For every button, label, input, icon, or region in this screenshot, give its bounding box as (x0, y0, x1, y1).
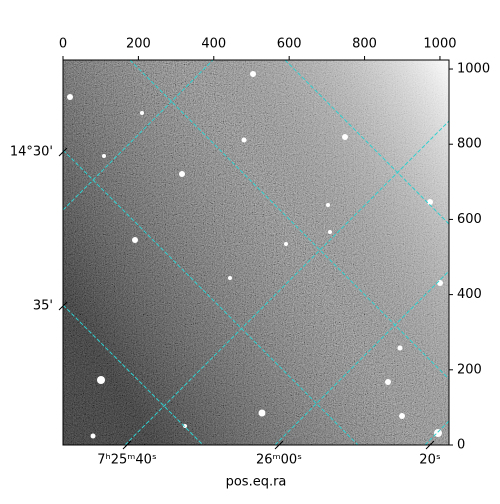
y-tick-label: 200 (457, 362, 482, 377)
stars (67, 71, 443, 439)
ra-label: 26ᵐ00ˢ (256, 453, 302, 468)
x-tick-label: 1000 (423, 37, 456, 52)
y-tick-label: 400 (457, 287, 482, 302)
x-tick-label: 800 (352, 37, 377, 52)
ra-tick (122, 440, 132, 450)
y-tick-label: 600 (457, 212, 482, 227)
y-tick-label: 800 (457, 137, 482, 152)
x-tick-label: 600 (277, 37, 302, 52)
ra-label: 20ˢ (419, 453, 441, 468)
ra-label: 7ʰ25ᵐ40ˢ (97, 453, 157, 468)
dec-label: 35' (33, 299, 53, 314)
dec-tick (58, 301, 68, 311)
coordinate-grid (63, 60, 449, 445)
ra-tick (425, 440, 435, 450)
y-tick-label: 0 (457, 438, 465, 453)
x-tick-label: 200 (126, 37, 151, 52)
x-axis-label: pos.eq.ra (226, 475, 287, 490)
dec-label: 14°30' (10, 145, 53, 160)
ra-tick (274, 440, 284, 450)
frame (62, 59, 450, 446)
sky-image (63, 60, 449, 445)
dec-tick (58, 147, 68, 157)
y-tick-label: 1000 (457, 62, 490, 77)
x-tick-label: 0 (59, 37, 67, 52)
x-tick-label: 400 (201, 37, 226, 52)
